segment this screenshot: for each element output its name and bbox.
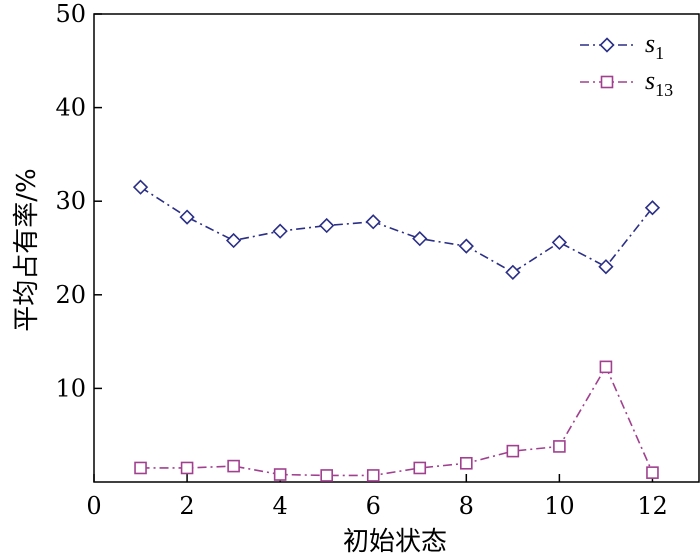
- legend-subscript: 13: [655, 80, 673, 100]
- data-point: [227, 459, 240, 473]
- data-point: [366, 469, 380, 482]
- data-point: [273, 468, 287, 481]
- x-axis-title: 初始状态: [343, 527, 447, 557]
- y-tick-label: 20: [55, 281, 86, 309]
- legend-label: s1: [645, 29, 664, 63]
- legend: s1 s13: [580, 29, 673, 100]
- y-axis: 10 20 30 40 50: [55, 0, 102, 402]
- data-point: [412, 231, 428, 247]
- x-tick-label: 0: [86, 492, 101, 520]
- data-point: [460, 456, 473, 470]
- plot-border: [93, 13, 700, 483]
- data-point: [644, 200, 661, 216]
- y-tick-label: 30: [55, 187, 86, 215]
- y-tick-label: 40: [55, 94, 86, 122]
- data-point: [551, 234, 568, 251]
- y-tick-label: 50: [55, 0, 86, 28]
- legend-marker: [599, 37, 615, 53]
- data-point: [134, 461, 147, 475]
- data-point: [553, 440, 566, 453]
- data-point: [413, 461, 427, 475]
- x-tick-label: 4: [273, 492, 288, 520]
- series-1: [132, 179, 661, 280]
- y-axis-title: 平均占有率/%: [12, 168, 42, 331]
- series-layer: [132, 179, 661, 482]
- data-point: [506, 444, 520, 458]
- plot-frame: [93, 13, 700, 483]
- data-point: [225, 232, 242, 249]
- legend-marker: [600, 75, 614, 89]
- x-tick-label: 12: [637, 492, 668, 520]
- data-point: [646, 466, 659, 479]
- series-2: [134, 360, 659, 482]
- data-point: [132, 179, 149, 195]
- legend-subscript: 1: [655, 43, 664, 63]
- series-line: [140, 186, 654, 274]
- x-tick-label: 10: [544, 492, 575, 520]
- data-point: [458, 238, 474, 254]
- x-tick-label: 2: [179, 492, 194, 520]
- data-point: [319, 217, 335, 234]
- y-tick-label: 10: [55, 374, 86, 402]
- x-tick-label: 6: [366, 492, 381, 520]
- data-point: [180, 461, 194, 475]
- data-point: [598, 259, 614, 275]
- data-point: [505, 264, 521, 280]
- x-tick-label: 8: [459, 492, 474, 520]
- data-point: [272, 223, 288, 239]
- legend-label: s13: [645, 66, 673, 100]
- data-point: [365, 214, 381, 230]
- data-point: [179, 209, 195, 225]
- series-line: [140, 365, 654, 477]
- data-point: [599, 360, 613, 374]
- data-point: [320, 469, 333, 482]
